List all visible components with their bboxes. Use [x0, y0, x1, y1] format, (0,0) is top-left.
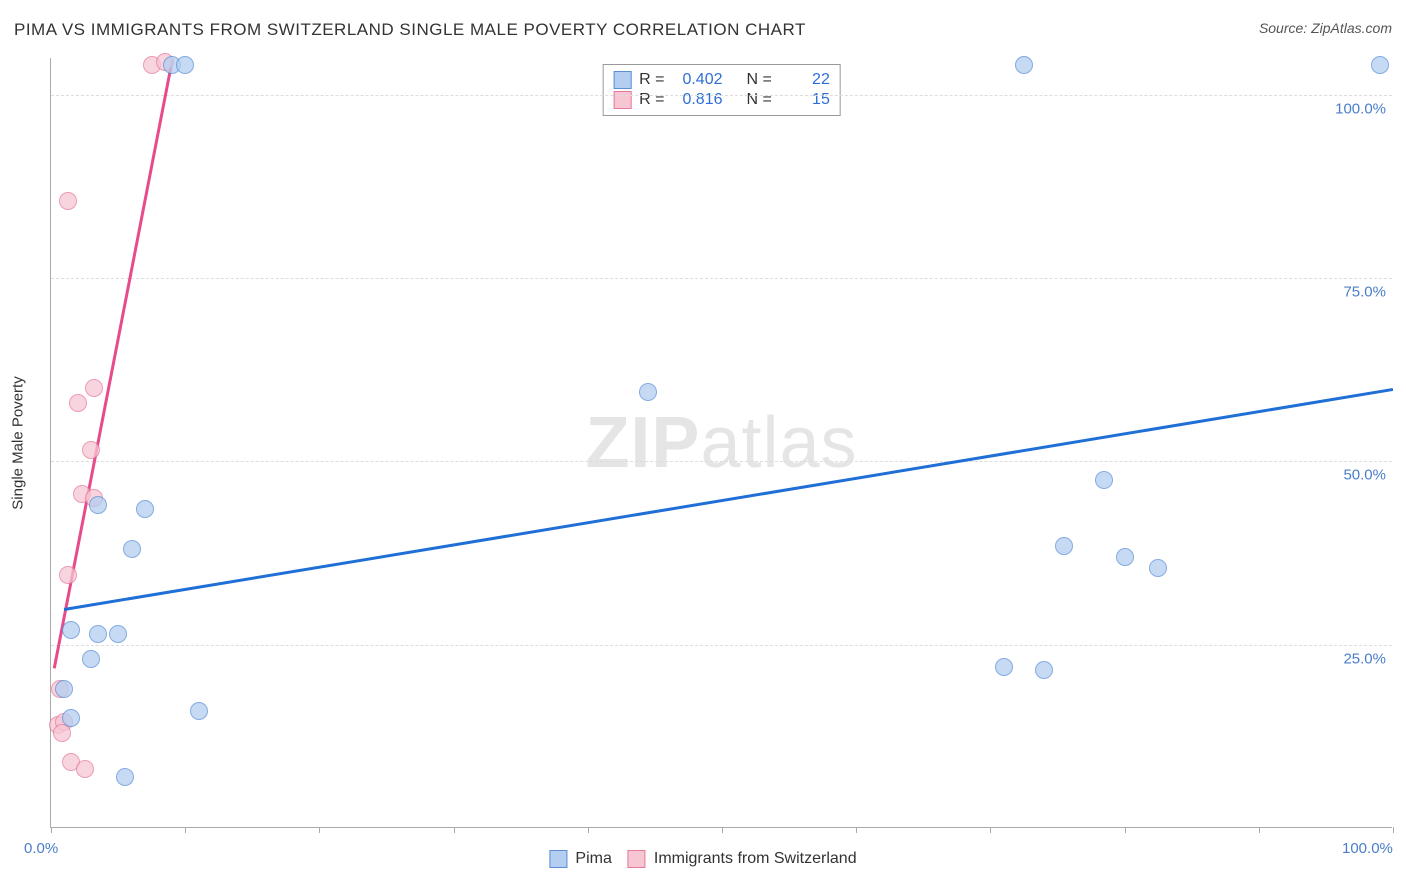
- x-tick: [1125, 827, 1126, 833]
- legend-label: Immigrants from Switzerland: [654, 850, 857, 868]
- stats-r-value: 0.402: [673, 71, 723, 89]
- data-point: [69, 394, 87, 412]
- watermark: ZIPatlas: [585, 402, 857, 484]
- x-tick: [454, 827, 455, 833]
- data-point: [62, 621, 80, 639]
- grid-line: [51, 95, 1392, 96]
- data-point: [639, 383, 657, 401]
- trend-line: [64, 388, 1393, 610]
- data-point: [1095, 471, 1113, 489]
- plot-area: ZIPatlas R = 0.402 N = 22 R = 0.816 N = …: [50, 58, 1392, 828]
- legend-item: Immigrants from Switzerland: [628, 850, 857, 868]
- watermark-light: atlas: [700, 403, 857, 483]
- data-point: [1035, 661, 1053, 679]
- y-tick-label: 50.0%: [1343, 467, 1386, 484]
- chart-container: PIMA VS IMMIGRANTS FROM SWITZERLAND SING…: [0, 0, 1406, 892]
- data-point: [1371, 56, 1389, 74]
- data-point: [1055, 537, 1073, 555]
- legend-item: Pima: [549, 850, 611, 868]
- x-tick: [319, 827, 320, 833]
- watermark-bold: ZIP: [585, 403, 700, 483]
- data-point: [89, 496, 107, 514]
- data-point: [76, 760, 94, 778]
- x-tick: [51, 827, 52, 833]
- x-tick: [1393, 827, 1394, 833]
- y-tick-label: 75.0%: [1343, 284, 1386, 301]
- data-point: [176, 56, 194, 74]
- y-tick-label: 100.0%: [1335, 100, 1386, 117]
- data-point: [82, 441, 100, 459]
- data-point: [136, 500, 154, 518]
- stats-row: R = 0.402 N = 22: [613, 71, 830, 89]
- data-point: [995, 658, 1013, 676]
- grid-line: [51, 461, 1392, 462]
- data-point: [82, 650, 100, 668]
- source-attribution: Source: ZipAtlas.com: [1259, 20, 1392, 36]
- x-tick: [990, 827, 991, 833]
- legend-label: Pima: [575, 850, 611, 868]
- data-point: [1149, 559, 1167, 577]
- data-point: [190, 702, 208, 720]
- x-tick: [722, 827, 723, 833]
- x-tick-label: 0.0%: [24, 840, 58, 857]
- x-tick: [185, 827, 186, 833]
- x-tick-label: 100.0%: [1342, 840, 1393, 857]
- y-tick-label: 25.0%: [1343, 650, 1386, 667]
- data-point: [109, 625, 127, 643]
- x-tick: [856, 827, 857, 833]
- legend-swatch-immigrants: [628, 850, 646, 868]
- grid-line: [51, 278, 1392, 279]
- data-point: [55, 680, 73, 698]
- x-tick: [1259, 827, 1260, 833]
- chart-title: PIMA VS IMMIGRANTS FROM SWITZERLAND SING…: [14, 20, 806, 40]
- data-point: [123, 540, 141, 558]
- data-point: [59, 192, 77, 210]
- x-tick: [588, 827, 589, 833]
- stats-r-label: R =: [639, 71, 664, 89]
- stats-n-value: 22: [780, 71, 830, 89]
- stats-swatch-pima: [613, 71, 631, 89]
- y-axis-label: Single Male Poverty: [10, 376, 27, 509]
- legend-swatch-pima: [549, 850, 567, 868]
- data-point: [116, 768, 134, 786]
- data-point: [89, 625, 107, 643]
- data-point: [1116, 548, 1134, 566]
- stats-box: R = 0.402 N = 22 R = 0.816 N = 15: [602, 64, 841, 116]
- stats-n-label: N =: [747, 71, 772, 89]
- data-point: [1015, 56, 1033, 74]
- data-point: [62, 709, 80, 727]
- data-point: [85, 379, 103, 397]
- data-point: [59, 566, 77, 584]
- grid-line: [51, 645, 1392, 646]
- bottom-legend: Pima Immigrants from Switzerland: [549, 850, 856, 868]
